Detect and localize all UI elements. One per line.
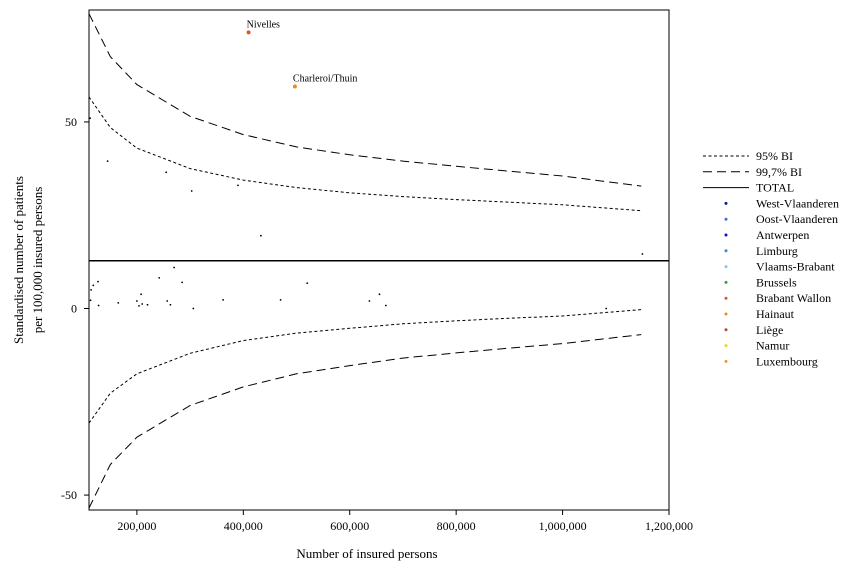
highlight-point — [246, 30, 251, 35]
data-point — [97, 280, 99, 283]
data-point — [158, 277, 161, 279]
data-point — [605, 307, 608, 310]
bound-95-lower — [88, 309, 642, 424]
x-tick-label: 1,200,000 — [645, 519, 693, 533]
x-tick-label: 800,000 — [437, 519, 476, 533]
legend-dot-swatch — [724, 265, 728, 269]
data-point — [173, 266, 176, 269]
y-axis-title-line1: Standardised number of patients — [11, 176, 26, 344]
legend-label: Brussels — [756, 275, 797, 289]
data-point — [97, 304, 100, 307]
y-axis-title-line2: per 100,000 insured persons — [30, 187, 45, 334]
legend-dot-swatch — [724, 312, 728, 316]
y-axis: 50 0 -50 — [61, 115, 89, 502]
data-point — [385, 304, 387, 307]
legend-dot-swatch — [724, 296, 728, 300]
legend-label: Liège — [756, 323, 783, 337]
data-point — [169, 303, 172, 306]
x-tick-label: 200,000 — [117, 519, 156, 533]
legend-dot-swatch — [724, 328, 728, 332]
data-points — [89, 30, 644, 310]
data-point — [140, 293, 143, 296]
x-tick-label: 400,000 — [224, 519, 263, 533]
data-point — [165, 171, 168, 174]
y-tick-label: 50 — [65, 115, 77, 129]
legend-label: TOTAL — [756, 181, 794, 195]
legend-label: 99,7% BI — [756, 165, 802, 179]
annotation-nivelles: Nivelles — [247, 19, 280, 30]
data-point — [90, 289, 92, 291]
bound-997-lower — [88, 334, 642, 509]
data-point — [89, 299, 92, 302]
legend-label: Brabant Wallon — [756, 291, 831, 305]
data-point — [92, 284, 95, 287]
data-point — [181, 281, 184, 284]
legend-label: Oost-Vlaanderen — [756, 212, 838, 226]
y-tick-label: -50 — [61, 488, 77, 502]
bound-95-upper — [88, 96, 642, 212]
data-point — [138, 305, 140, 307]
legend-dot-swatch — [724, 344, 728, 348]
bound-lines — [88, 13, 642, 509]
data-point — [190, 190, 193, 192]
highlight-point — [292, 84, 297, 89]
data-point — [89, 117, 91, 120]
data-point — [222, 299, 225, 301]
data-point — [166, 300, 169, 302]
legend-label: Luxembourg — [756, 354, 818, 368]
legend-dot-swatch — [724, 233, 728, 237]
legend-label: Hainaut — [756, 307, 795, 321]
x-axis: 200,000 400,000 600,000 800,000 1,000,000 1,2… — [117, 510, 693, 533]
data-point — [117, 302, 120, 304]
annotations: Nivelles Charleroi/Thuin — [247, 19, 358, 84]
legend-dot-swatch — [724, 359, 728, 363]
data-point — [141, 303, 144, 305]
data-point — [306, 282, 309, 284]
data-point — [237, 184, 239, 187]
legend-label: Namur — [756, 339, 789, 353]
legend-label: 95% BI — [756, 149, 793, 163]
legend-dot-swatch — [724, 249, 728, 253]
data-point — [106, 160, 109, 163]
data-point — [641, 253, 644, 255]
x-axis-title: Number of insured persons — [296, 546, 437, 561]
data-point — [279, 299, 282, 301]
data-point — [146, 303, 149, 306]
x-tick-label: 600,000 — [330, 519, 369, 533]
legend-label: West-Vlaanderen — [756, 196, 839, 210]
legend-label: Vlaams-Brabant — [756, 260, 835, 274]
legend-dot-swatch — [724, 201, 728, 205]
data-point — [368, 300, 371, 302]
y-tick-label: 0 — [71, 302, 77, 316]
legend-dot-swatch — [724, 280, 728, 284]
annotation-charleroi-thuin: Charleroi/Thuin — [293, 73, 357, 84]
bound-997-upper — [88, 13, 642, 187]
legend-dot-swatch — [724, 217, 728, 221]
legend-label: Limburg — [756, 244, 798, 258]
data-point — [260, 234, 262, 237]
data-point — [136, 300, 138, 302]
data-point — [192, 307, 195, 310]
x-tick-label: 1,000,000 — [539, 519, 587, 533]
legend-label: Antwerpen — [756, 228, 809, 242]
data-point — [378, 293, 381, 296]
